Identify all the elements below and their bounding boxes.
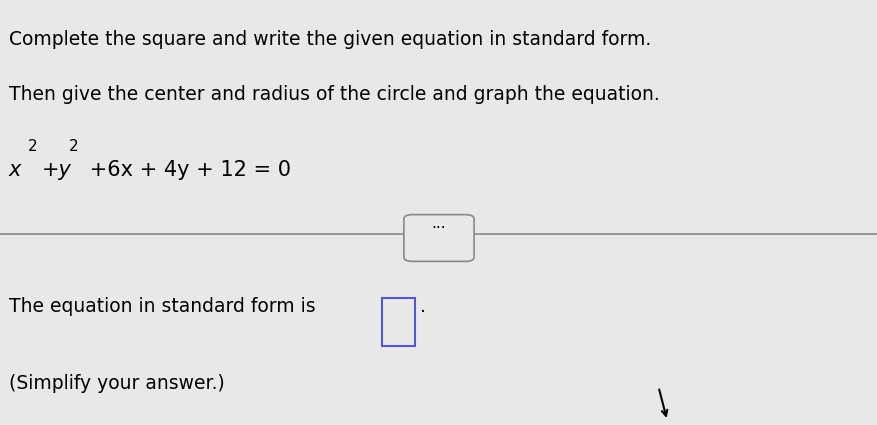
Text: 2: 2 bbox=[68, 139, 78, 154]
Text: ...: ... bbox=[431, 215, 446, 231]
Text: x: x bbox=[9, 160, 21, 180]
FancyBboxPatch shape bbox=[381, 298, 415, 346]
Text: The equation in standard form is: The equation in standard form is bbox=[9, 298, 321, 317]
Text: Then give the center and radius of the circle and graph the equation.: Then give the center and radius of the c… bbox=[9, 85, 659, 104]
Text: (Simplify your answer.): (Simplify your answer.) bbox=[9, 374, 225, 393]
FancyBboxPatch shape bbox=[403, 215, 474, 261]
Text: 2: 2 bbox=[28, 139, 38, 154]
Text: +y: +y bbox=[42, 160, 72, 180]
Text: .: . bbox=[419, 298, 425, 317]
Text: +6x + 4y + 12 = 0: +6x + 4y + 12 = 0 bbox=[82, 160, 290, 180]
Text: Complete the square and write the given equation in standard form.: Complete the square and write the given … bbox=[9, 30, 650, 49]
